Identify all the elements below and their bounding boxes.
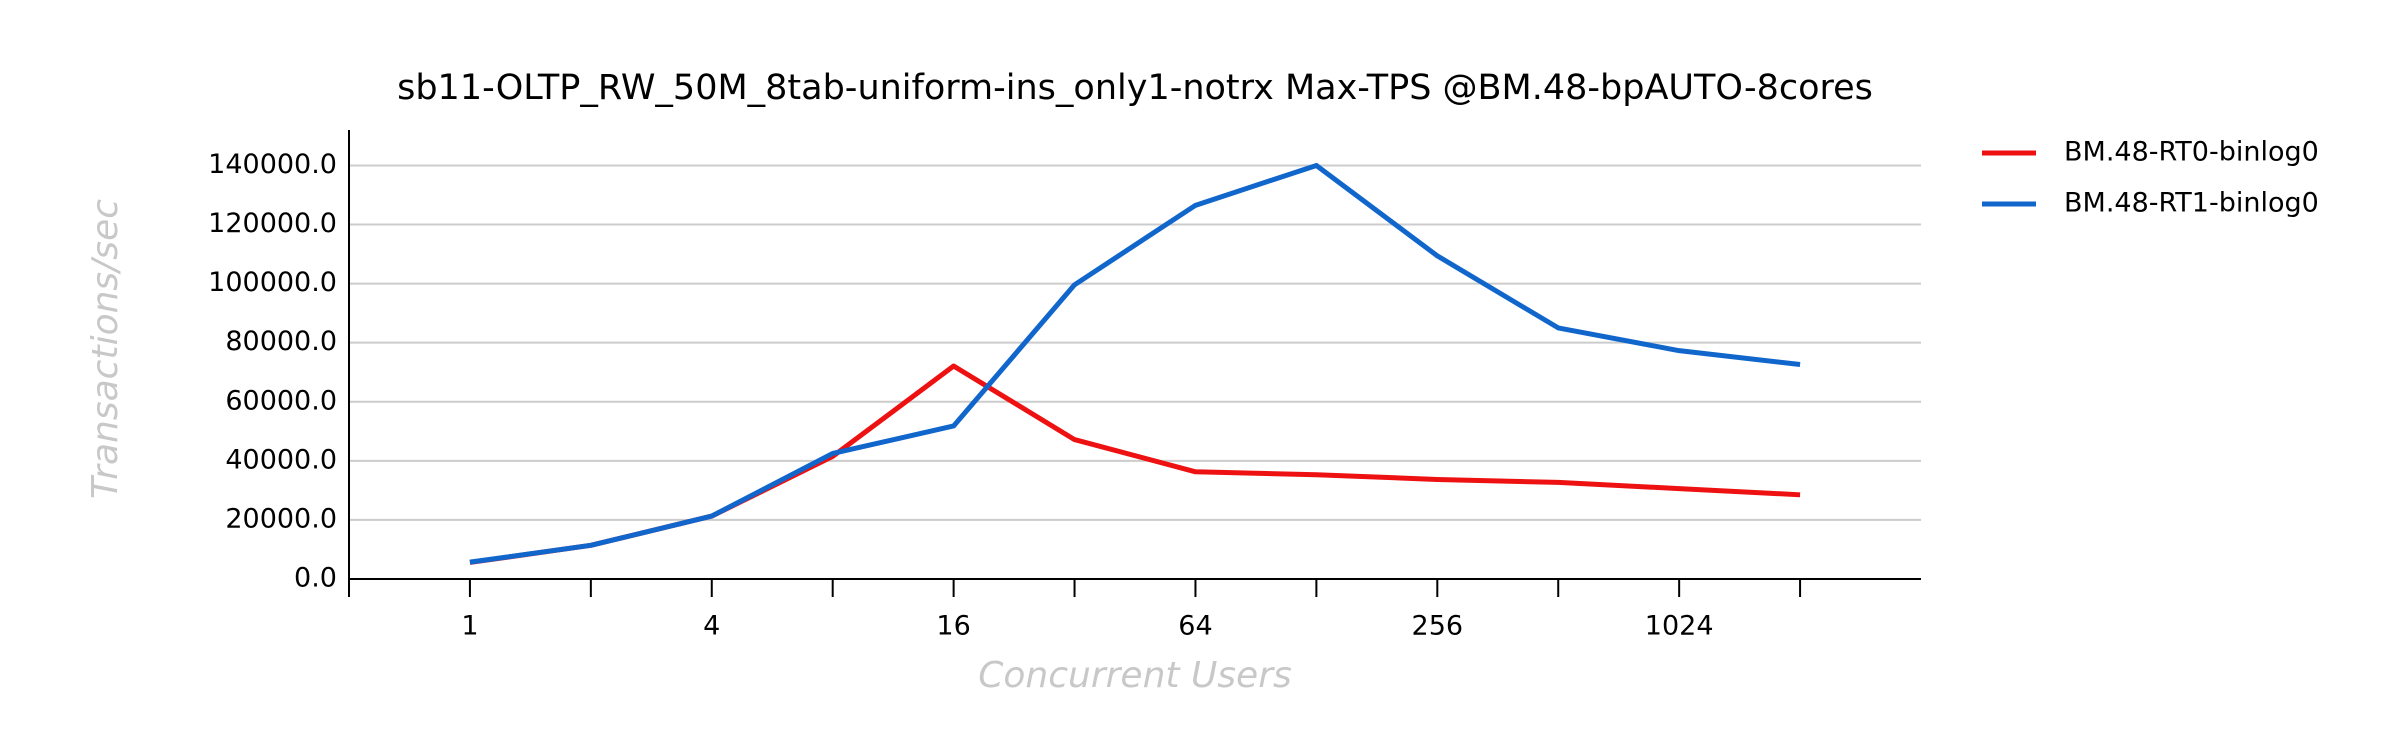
x-tick-label: 1024 [1645, 611, 1714, 642]
series-line [469, 162, 1801, 565]
chart-title: sb11-OLTP_RW_50M_8tab-uniform-ins_only1-… [397, 68, 1873, 108]
x-tick-label: 64 [1178, 611, 1212, 642]
y-tick-label: 40000.0 [225, 444, 337, 475]
legend-label: BM.48-RT1-binlog0 [2064, 188, 2319, 219]
y-tick-label: 60000.0 [225, 385, 337, 416]
y-tick-label: 120000.0 [208, 208, 337, 239]
x-tick-label: 16 [936, 611, 970, 642]
y-tick-label: 80000.0 [225, 326, 337, 357]
x-tick-label: 4 [703, 611, 720, 642]
series-line [469, 363, 1801, 565]
y-tick-label: 20000.0 [225, 503, 337, 534]
x-tick-label: 1 [461, 611, 478, 642]
y-tick-label: 100000.0 [208, 267, 337, 298]
x-axis-label: Concurrent Users [978, 655, 1292, 696]
y-tick-label: 0.0 [294, 563, 337, 594]
legend-label: BM.48-RT0-binlog0 [2064, 137, 2319, 168]
y-tick-label: 140000.0 [208, 149, 337, 180]
y-axis-label: Transactions/sec [85, 199, 126, 499]
x-tick-label: 256 [1412, 611, 1464, 642]
